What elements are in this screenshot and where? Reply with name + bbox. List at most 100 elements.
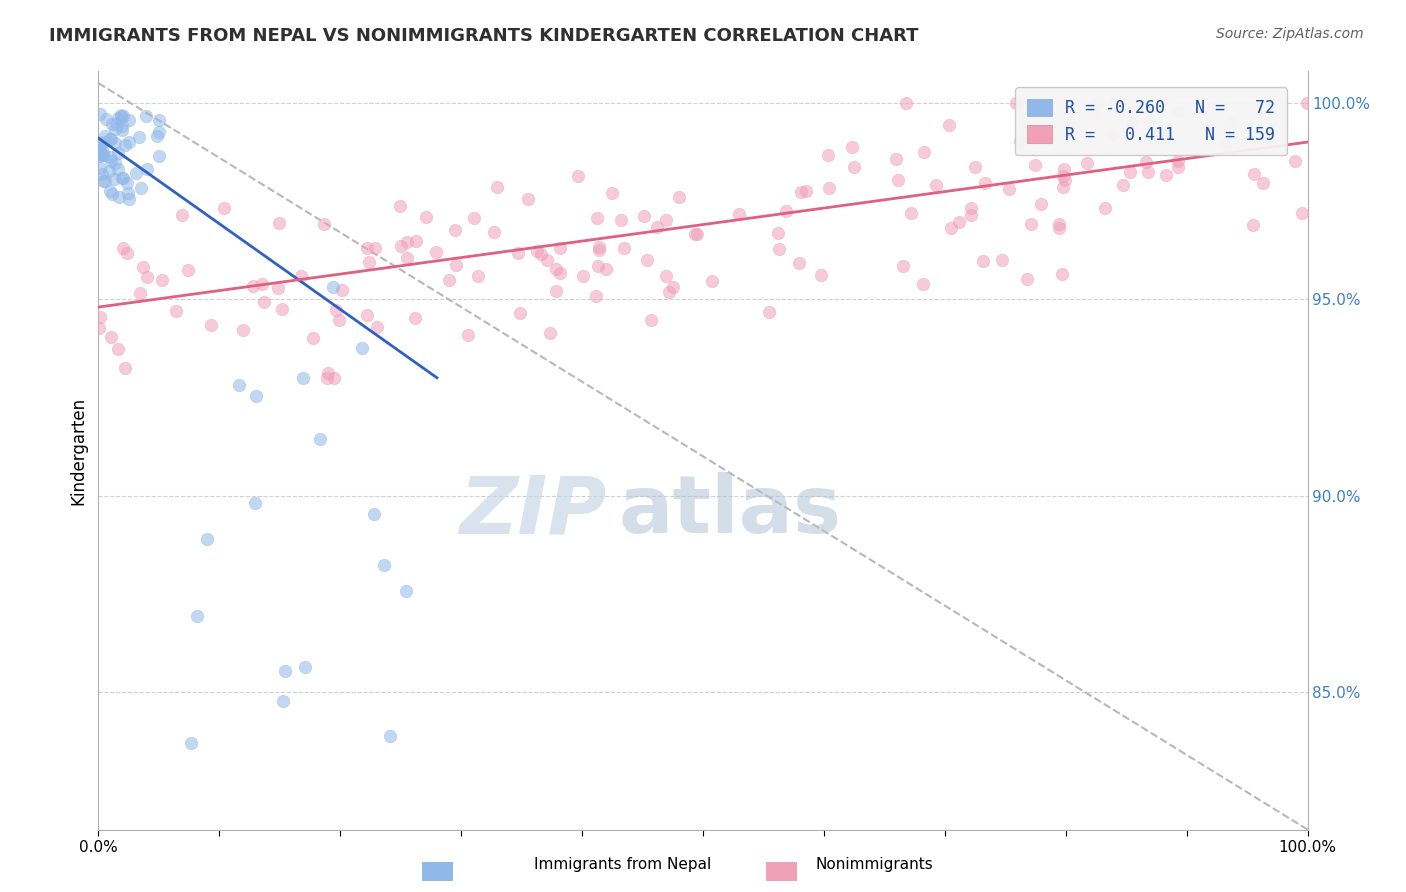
Point <box>900 206 922 220</box>
Point <box>388 199 411 213</box>
Point <box>1291 206 1313 220</box>
Point <box>1111 178 1133 192</box>
Point <box>509 306 531 320</box>
Point <box>89 147 111 161</box>
Point <box>887 172 910 186</box>
Point <box>912 277 935 291</box>
Point <box>938 118 960 132</box>
Point <box>103 172 125 186</box>
Point <box>273 665 295 679</box>
Point <box>125 166 148 180</box>
Point <box>111 123 134 137</box>
Point <box>588 244 610 258</box>
Point <box>98 184 121 198</box>
Point <box>114 360 136 375</box>
Point <box>112 171 135 186</box>
Point <box>538 326 561 341</box>
Point <box>668 189 690 203</box>
Point <box>1094 202 1116 216</box>
Point <box>357 255 380 269</box>
Point <box>98 150 121 164</box>
Point <box>107 112 129 126</box>
Text: Immigrants from Nepal: Immigrants from Nepal <box>534 857 711 872</box>
Point <box>89 149 111 163</box>
Point <box>794 184 817 198</box>
Point <box>165 303 187 318</box>
Point <box>787 256 810 270</box>
Point <box>485 179 508 194</box>
Point <box>1024 158 1046 172</box>
Point <box>1054 173 1077 187</box>
Point <box>98 132 121 146</box>
Point <box>110 108 132 122</box>
Point <box>463 211 485 225</box>
Point <box>1008 134 1031 148</box>
Point <box>117 135 139 149</box>
Point <box>90 143 112 157</box>
Point <box>595 261 617 276</box>
Point <box>100 132 122 146</box>
Point <box>1167 153 1189 168</box>
Point <box>250 277 273 292</box>
Point <box>316 371 339 385</box>
Point <box>1029 197 1052 211</box>
Point <box>91 147 114 161</box>
Point <box>177 263 200 277</box>
Point <box>110 110 132 124</box>
Point <box>146 128 169 143</box>
Point <box>912 145 935 159</box>
Point <box>316 366 339 380</box>
Point <box>128 129 150 144</box>
Point <box>959 201 981 215</box>
Point <box>842 161 865 175</box>
Point <box>129 181 152 195</box>
Point <box>1213 137 1236 152</box>
Point <box>350 341 373 355</box>
Point <box>1101 128 1123 142</box>
Point <box>245 389 267 403</box>
Point <box>536 252 558 267</box>
Point <box>965 160 987 174</box>
Point <box>415 210 437 224</box>
Point <box>1052 180 1074 194</box>
Text: ZIP: ZIP <box>458 472 606 550</box>
Point <box>517 192 540 206</box>
Point <box>363 241 385 255</box>
Point <box>884 152 907 166</box>
Point <box>1017 272 1039 286</box>
Point <box>93 147 115 161</box>
Point <box>1053 161 1076 176</box>
Point <box>269 216 291 230</box>
Point <box>425 245 447 260</box>
Text: atlas: atlas <box>619 472 841 550</box>
Point <box>323 371 346 385</box>
Point <box>444 223 467 237</box>
Point <box>636 252 658 267</box>
Point <box>89 137 111 152</box>
Text: Source: ZipAtlas.com: Source: ZipAtlas.com <box>1216 27 1364 41</box>
Point <box>1019 218 1042 232</box>
Point <box>998 182 1021 196</box>
Point <box>89 310 111 324</box>
Point <box>810 268 832 282</box>
Point <box>100 154 122 169</box>
Point <box>482 225 505 239</box>
Point <box>396 235 419 249</box>
Point <box>817 148 839 162</box>
Point <box>1083 107 1105 121</box>
Point <box>89 161 111 175</box>
Point <box>941 221 963 235</box>
Point <box>1059 117 1081 131</box>
Point <box>544 284 567 298</box>
Point <box>148 124 170 138</box>
Point <box>662 280 685 294</box>
Point <box>89 107 111 121</box>
Point <box>91 135 114 149</box>
Point <box>658 285 681 299</box>
Point <box>172 208 194 222</box>
Point <box>613 241 636 255</box>
Point <box>1156 168 1178 182</box>
Point <box>111 171 134 186</box>
Point <box>586 211 609 225</box>
Point <box>972 254 994 268</box>
